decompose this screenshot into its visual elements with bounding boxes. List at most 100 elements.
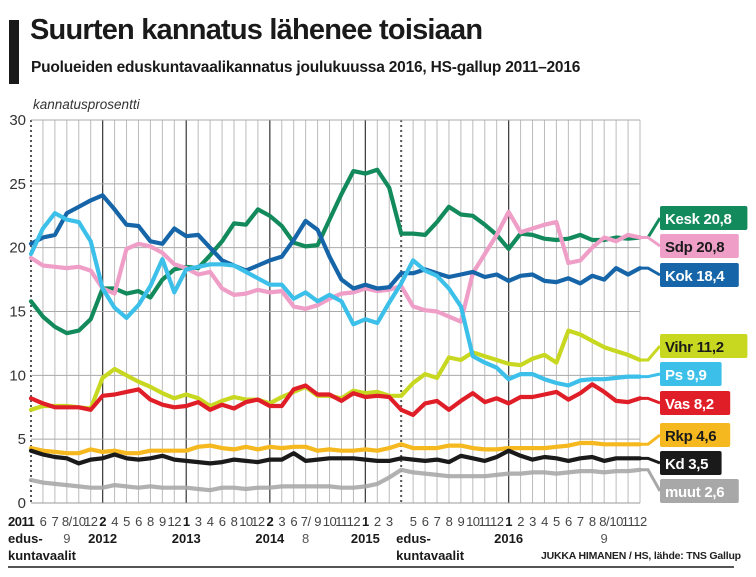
x-tick-label: 6 [40, 514, 47, 529]
x-tick-label: 11 [622, 514, 635, 529]
x-tick-label: 8 [446, 514, 453, 529]
x-tick-label: 2011 [8, 514, 34, 529]
legend-leader-vas [640, 396, 661, 405]
x-sublabel: edus- [396, 531, 431, 546]
x-tick-label: 5 [123, 514, 130, 529]
x-tick-label: 11 [479, 514, 492, 529]
x-tick-label: 2 [99, 514, 106, 529]
x-tick-label: 4 [111, 514, 118, 529]
y-tick-label: 10 [9, 367, 26, 384]
x-tick-label: 8 [147, 514, 154, 529]
x-sublabel: kuntavaalit [8, 548, 77, 563]
legend-box-kd [660, 451, 722, 475]
x-tick-label: 12 [633, 514, 647, 529]
y-tick-label: 5 [18, 431, 26, 448]
x-tick-label: 2 [374, 514, 381, 529]
legend-leader-kok [640, 266, 661, 277]
x-sublabel: 8 [302, 531, 309, 546]
x-tick-label: 2 [266, 514, 273, 529]
x-tick-label: 7 [52, 514, 59, 529]
legend-label-kd: Kd 3,5 [665, 456, 708, 473]
x-tick-label: 8 [231, 514, 238, 529]
legend-box-ps [660, 362, 722, 386]
x-sublabel: 9 [601, 531, 608, 546]
legend-box-muut [660, 479, 739, 503]
x-tick-label: 1 [183, 514, 190, 529]
legend-label-vas: Vas 8,2 [665, 396, 714, 413]
x-tick-label: 4 [541, 514, 548, 529]
y-tick-label: 15 [9, 304, 26, 321]
x-tick-label: 8/ [599, 514, 610, 529]
bottom-divider [8, 566, 734, 568]
x-tick-label: 6 [219, 514, 226, 529]
title-accent-bar [9, 20, 19, 84]
legend-box-rkp [660, 423, 731, 447]
x-tick-label: 12 [490, 514, 504, 529]
x-tick-label: 1 [505, 514, 512, 529]
series-line-kok [28, 193, 643, 291]
x-tick-label: 8 [589, 514, 596, 529]
series-line-vas [28, 382, 643, 417]
x-tick-label: 12 [251, 514, 265, 529]
y-tick-label: 30 [9, 112, 26, 129]
legend-leader-vihr [640, 345, 662, 362]
legend-leader-muut [640, 468, 662, 492]
x-tick-label: 4 [207, 514, 214, 529]
legend-box-vas [660, 391, 731, 415]
x-tick-label: 9 [458, 514, 465, 529]
legend-leader-ps [640, 372, 661, 379]
legend-label-muut: muut 2,6 [665, 484, 724, 501]
x-tick-label: 7/ [301, 514, 312, 529]
x-tick-label: 7 [434, 514, 441, 529]
series-line-ps [28, 211, 643, 388]
x-tick-label: 6 [565, 514, 572, 529]
legend-box-vihr [660, 334, 748, 358]
legend-leader-sdp [640, 235, 661, 248]
x-tick-label: 3 [195, 514, 202, 529]
x-sublabel: 2012 [88, 531, 117, 546]
x-sublabel: edus- [8, 531, 43, 546]
x-tick-label: 6 [290, 514, 297, 529]
x-tick-label: 8/ [62, 514, 73, 529]
legend-leader-rkp [640, 433, 661, 446]
x-tick-label: 3 [386, 514, 393, 529]
legend-label-kesk: Kesk 20,8 [665, 211, 732, 228]
x-sublabel: 2015 [351, 531, 380, 546]
x-sublabel: 2014 [255, 531, 285, 546]
x-tick-label: 12 [347, 514, 361, 529]
x-sublabel: 2016 [494, 531, 523, 546]
chart-subtitle: Puolueiden eduskuntavaalikannatus jouluk… [31, 59, 581, 76]
source-credit: JUKKA HIMANEN / HS, lähde: TNS Gallup [541, 550, 741, 562]
legend-label-kok: Kok 18,4 [665, 268, 725, 285]
y-tick-label: 20 [9, 240, 26, 257]
x-tick-label: 10 [323, 514, 337, 529]
x-sublabel: 9 [63, 531, 70, 546]
x-tick-label: 11 [335, 514, 348, 529]
x-tick-label: 3 [278, 514, 285, 529]
legend-label-vihr: Vihr 11,2 [665, 339, 724, 356]
x-tick-label: 9 [314, 514, 321, 529]
x-tick-label: 10 [609, 514, 623, 529]
x-tick-label: 10 [72, 514, 86, 529]
x-tick-label: 10 [239, 514, 253, 529]
x-sublabel: kuntavaalit [396, 548, 465, 563]
series-line-kd [28, 448, 643, 466]
x-tick-label: 10 [466, 514, 480, 529]
legend-box-kok [660, 263, 739, 287]
chart-title: Suurten kannatus lähenee toisiaan [30, 14, 483, 46]
y-tick-label: 0 [18, 495, 26, 512]
x-tick-label: 3 [529, 514, 536, 529]
y-tick-label: 25 [9, 176, 26, 193]
legend-box-kesk [660, 206, 748, 230]
x-tick-label: 5 [553, 514, 560, 529]
series-line-muut [28, 467, 643, 493]
legend-leader-kd [640, 456, 661, 465]
x-tick-label: 5 [410, 514, 417, 529]
x-tick-label: 7 [577, 514, 584, 529]
legend-leader-kesk [640, 217, 662, 239]
legend-label-rkp: Rkp 4,6 [665, 428, 716, 445]
legend-box-sdp [660, 234, 739, 258]
x-tick-label: 6 [135, 514, 142, 529]
x-tick-label: 6 [422, 514, 429, 529]
